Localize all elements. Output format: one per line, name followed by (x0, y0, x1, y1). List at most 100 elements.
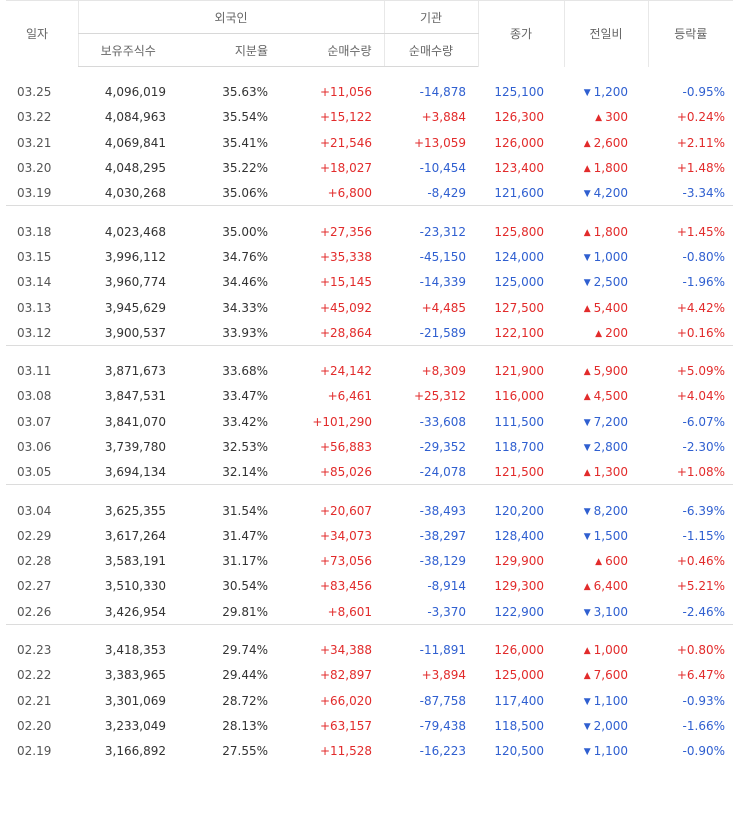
table-row: 03.19 4,030,268 35.06% +6,800 -8,429 121,600 ▼… (6, 181, 733, 206)
table-row: 02.21 3,301,069 28.72% +66,020 -87,758 117,40… (6, 688, 733, 713)
change-cell: ▲ 200 (564, 320, 648, 345)
foreign-net-cell: +63,157 (319, 718, 372, 733)
header-institution: 기관 (383, 0, 478, 34)
change-value: 8,200 (593, 503, 628, 518)
close-cell: 116,000 (494, 389, 544, 404)
change-value: 6,400 (593, 579, 628, 594)
rate-cell: +1.45% (676, 224, 725, 239)
holdings-cell: 3,996,112 (104, 249, 166, 264)
ratio-cell: 35.06% (222, 186, 268, 201)
date-cell: 02.22 (17, 668, 52, 683)
inst-net-cell: -11,891 (419, 643, 466, 658)
rate-cell: +0.46% (676, 554, 725, 569)
close-cell: 129,900 (494, 554, 544, 569)
date-cell: 02.26 (17, 604, 52, 619)
close-cell: 117,400 (494, 693, 544, 708)
rate-cell: +6.47% (676, 668, 725, 683)
ratio-cell: 34.76% (222, 249, 268, 264)
holdings-cell: 3,841,070 (104, 414, 166, 429)
date-cell: 03.21 (17, 135, 52, 150)
change-cell: ▲ 300 (564, 105, 648, 130)
inst-net-cell: -38,297 (419, 528, 466, 543)
table-row: 03.12 3,900,537 33.93% +28,864 -21,589 122,10… (6, 320, 733, 345)
ratio-cell: 28.72% (222, 693, 268, 708)
rate-cell: +0.80% (676, 643, 725, 658)
rate-cell: -3.34% (682, 186, 725, 201)
date-cell: 03.13 (17, 300, 52, 315)
table-row: 03.18 4,023,468 35.00% +27,356 -23,312 125,80… (6, 219, 733, 244)
inst-net-cell: -38,493 (419, 503, 466, 518)
close-cell: 123,400 (494, 161, 544, 176)
close-cell: 111,500 (494, 414, 544, 429)
holdings-cell: 3,583,191 (104, 554, 166, 569)
ratio-cell: 35.00% (222, 224, 268, 239)
holdings-cell: 4,084,963 (104, 110, 166, 125)
date-cell: 02.20 (17, 718, 52, 733)
header-inst-net: 순매수량 (383, 33, 478, 67)
change-value: 300 (605, 110, 628, 125)
rate-cell: -0.95% (682, 85, 725, 100)
holdings-cell: 4,030,268 (104, 186, 166, 201)
table-row: 03.14 3,960,774 34.46% +15,145 -14,339 125,00… (6, 270, 733, 295)
change-cell: ▲ 1,000 (564, 637, 648, 662)
ratio-cell: 32.53% (222, 440, 268, 454)
table-row: 02.22 3,383,965 29.44% +82,897 +3,894 125,000… (6, 663, 733, 688)
change-cell: ▼ 4,200 (564, 181, 648, 206)
triangle-up-icon: ▲ (583, 468, 591, 479)
holdings-cell: 4,096,019 (104, 85, 166, 100)
investor-trading-table-container: 일자 외국인 기관 종가 전일비 등락률 보유주식수 지분율 순매수량 순매수량… (6, 0, 733, 764)
triangle-up-icon: ▲ (595, 557, 603, 568)
close-cell: 126,000 (494, 643, 544, 658)
header-foreign-net: 순매수량 (280, 33, 384, 67)
triangle-up-icon: ▲ (583, 671, 591, 682)
change-cell: ▼ 7,200 (564, 409, 648, 434)
rate-cell: +2.11% (676, 135, 725, 150)
holdings-cell: 3,301,069 (104, 693, 166, 708)
rate-cell: -0.90% (682, 744, 725, 759)
table-row: 03.20 4,048,295 35.22% +18,027 -10,454 123,40… (6, 155, 733, 180)
table-body: 03.25 4,096,019 35.63% +11,056 -14,878 125,10… (6, 67, 733, 764)
change-value: 1,300 (593, 465, 628, 480)
holdings-cell: 4,069,841 (104, 135, 166, 150)
change-cell: ▲ 1,300 (564, 460, 648, 485)
table-row: 03.25 4,096,019 35.63% +11,056 -14,878 125,10… (6, 80, 733, 105)
triangle-down-icon: ▼ (583, 252, 591, 263)
group-separator (6, 344, 733, 359)
triangle-up-icon: ▲ (583, 303, 591, 314)
change-value: 1,100 (593, 693, 628, 708)
change-value: 1,500 (593, 528, 628, 543)
date-cell: 03.18 (17, 224, 52, 239)
rate-cell: +1.48% (676, 161, 725, 176)
foreign-net-cell: +24,142 (319, 364, 372, 379)
table-row: 03.11 3,871,673 33.68% +24,142 +8,309 121,900… (6, 358, 733, 383)
group-separator (6, 67, 733, 80)
change-cell: ▲ 2,600 (564, 130, 648, 155)
change-cell: ▲ 5,900 (564, 358, 648, 383)
change-value: 7,600 (593, 668, 628, 683)
holdings-cell: 4,023,468 (104, 224, 166, 239)
change-value: 2,800 (593, 440, 628, 454)
inst-net-cell: -24,078 (419, 465, 466, 480)
date-cell: 02.28 (17, 554, 52, 569)
change-value: 2,500 (593, 275, 628, 290)
change-cell: ▲ 7,600 (564, 663, 648, 688)
change-cell: ▼ 2,000 (564, 713, 648, 738)
table-row: 03.05 3,694,134 32.14% +85,026 -24,078 121,50… (6, 460, 733, 485)
triangle-down-icon: ▼ (583, 607, 591, 618)
date-cell: 03.05 (17, 465, 52, 480)
investor-trading-table: 일자 외국인 기관 종가 전일비 등락률 보유주식수 지분율 순매수량 순매수량… (6, 0, 733, 764)
foreign-net-cell: +56,883 (319, 440, 372, 454)
inst-net-cell: +13,059 (413, 135, 466, 150)
close-cell: 124,000 (494, 249, 544, 264)
group-separator (6, 623, 733, 638)
group-separator (6, 205, 733, 219)
ratio-cell: 29.81% (222, 604, 268, 619)
change-value: 4,200 (593, 186, 628, 201)
close-cell: 122,100 (494, 325, 544, 340)
header-change: 전일비 (563, 0, 648, 67)
holdings-cell: 3,871,673 (104, 364, 166, 379)
triangle-down-icon: ▼ (583, 443, 591, 453)
change-value: 1,800 (593, 161, 628, 176)
foreign-net-cell: +35,338 (319, 249, 372, 264)
holdings-cell: 3,383,965 (104, 668, 166, 683)
